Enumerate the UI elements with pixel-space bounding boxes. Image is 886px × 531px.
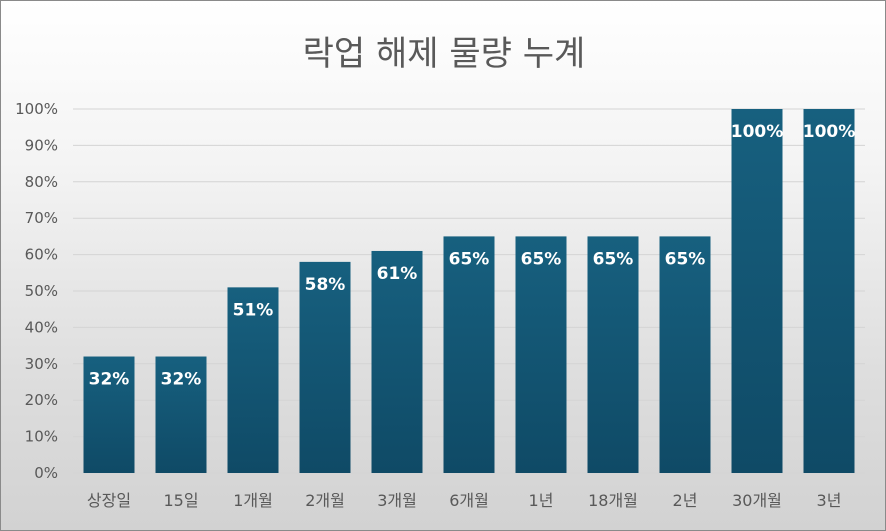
x-tick-label: 6개월 bbox=[449, 491, 489, 510]
y-tick-label: 70% bbox=[25, 209, 58, 227]
bar bbox=[371, 250, 423, 473]
y-tick-label: 90% bbox=[25, 136, 58, 154]
y-tick-label: 0% bbox=[34, 464, 58, 482]
x-tick-label: 30개월 bbox=[732, 491, 782, 510]
bar-value-label: 32% bbox=[89, 370, 130, 390]
bar-value-label: 65% bbox=[449, 249, 490, 269]
bar-value-label: 100% bbox=[731, 122, 784, 142]
y-tick-label: 20% bbox=[25, 391, 58, 409]
y-tick-label: 80% bbox=[25, 173, 58, 191]
y-tick-label: 100% bbox=[15, 100, 58, 118]
bar bbox=[83, 356, 135, 473]
x-tick-label: 3개월 bbox=[377, 491, 417, 510]
x-tick-label: 3년 bbox=[817, 491, 842, 510]
bar bbox=[299, 261, 351, 473]
x-tick-label: 2개월 bbox=[305, 491, 345, 510]
bars bbox=[83, 109, 855, 473]
y-tick-label: 60% bbox=[25, 246, 58, 264]
bar bbox=[731, 109, 783, 473]
y-axis-labels: 0% 10% 20% 30% 40% 50% 60% 70% 80% 90% 100% bbox=[15, 100, 58, 482]
x-tick-label: 18개월 bbox=[588, 491, 638, 510]
bar bbox=[587, 236, 639, 473]
x-tick-label: 15일 bbox=[163, 491, 198, 510]
x-tick-label: 상장일 bbox=[87, 491, 131, 510]
y-tick-label: 30% bbox=[25, 355, 58, 373]
bar-value-label: 51% bbox=[233, 300, 274, 320]
x-tick-label: 1년 bbox=[529, 491, 554, 510]
y-tick-label: 40% bbox=[25, 318, 58, 336]
bar-value-label: 32% bbox=[161, 370, 202, 390]
bar bbox=[803, 109, 855, 473]
bar bbox=[515, 236, 567, 473]
bar bbox=[659, 236, 711, 473]
bar bbox=[227, 287, 279, 473]
bar bbox=[155, 356, 207, 473]
bar bbox=[443, 236, 495, 473]
bar-value-label: 65% bbox=[521, 249, 562, 269]
x-axis-labels: 상장일 15일 1개월 2개월 3개월 6개월 1년 18개월 2년 30개월 3년 bbox=[87, 491, 842, 510]
bar-value-label: 65% bbox=[665, 249, 706, 269]
bar-value-label: 100% bbox=[803, 122, 856, 142]
x-tick-label: 2년 bbox=[673, 491, 698, 510]
bar-value-label: 61% bbox=[377, 264, 418, 284]
data-labels: 32% 32% 51% 58% 61% 65% 65% 65% 65% 100% 100% bbox=[89, 122, 856, 390]
bar-value-label: 58% bbox=[305, 275, 346, 295]
bar-value-label: 65% bbox=[593, 249, 634, 269]
y-tick-label: 10% bbox=[25, 428, 58, 446]
x-tick-label: 1개월 bbox=[233, 491, 273, 510]
chart-title: 락업 해제 물량 누계 bbox=[303, 34, 586, 74]
y-tick-label: 50% bbox=[25, 282, 58, 300]
